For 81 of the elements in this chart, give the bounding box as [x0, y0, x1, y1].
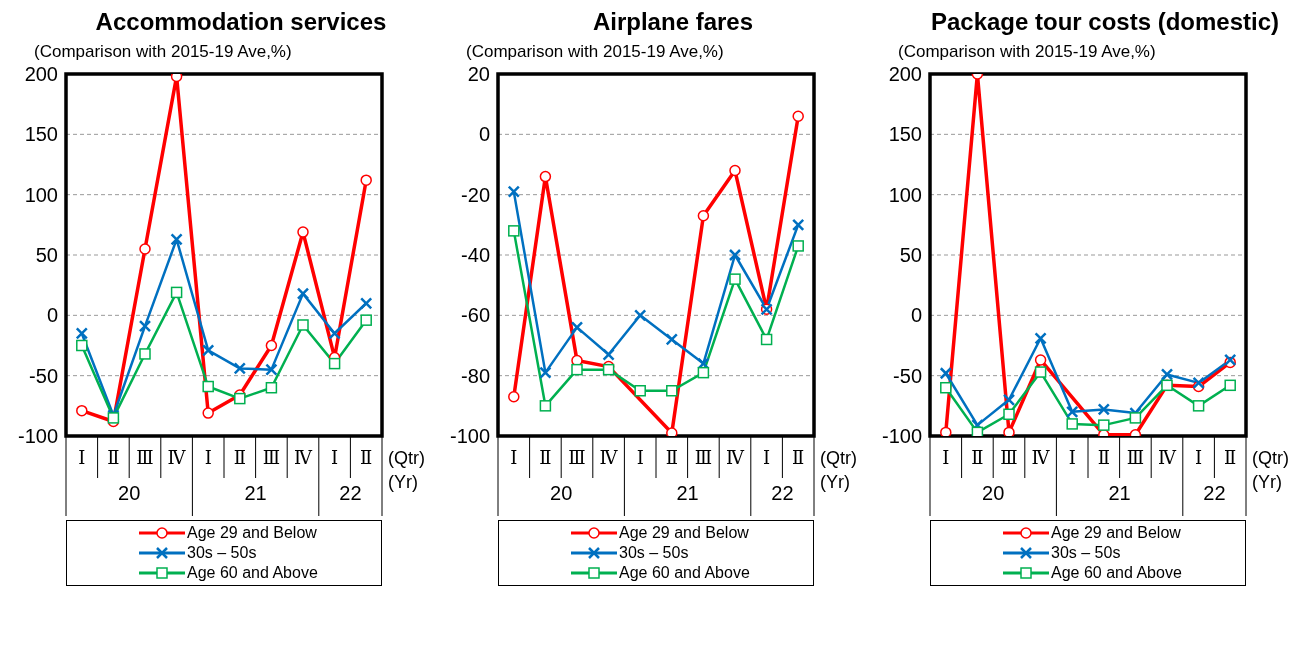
- x-tick-label: Ⅲ: [568, 447, 586, 468]
- y-tick-label: -100: [881, 425, 922, 448]
- y-tick-label: -50: [29, 364, 58, 387]
- text: (Yr): [388, 472, 418, 492]
- chart-subtitle: (Comparison with 2015-19 Ave,%): [34, 42, 292, 61]
- x-tick-label: Ⅰ: [78, 447, 86, 468]
- text: 20: [118, 482, 141, 504]
- y-tick-label: -60: [461, 304, 490, 327]
- x-tick-label: Ⅰ: [510, 447, 518, 468]
- x-tick-label: Ⅰ: [1068, 447, 1076, 468]
- legend-label: Age 60 and Above: [619, 564, 750, 582]
- text: 21: [1108, 482, 1131, 504]
- x-tick-label: Ⅱ: [360, 447, 373, 468]
- x-axis-title: (Qtr): [1252, 448, 1289, 468]
- y-tick-label: 50: [899, 244, 922, 267]
- y-tick-label: -50: [893, 364, 922, 387]
- legend-label: 30s – 50s: [619, 544, 689, 562]
- x-tick-label: Ⅲ: [694, 447, 713, 468]
- text: 20: [550, 482, 573, 504]
- x-tick-label: Ⅱ: [1097, 447, 1110, 468]
- x-tick-label: Ⅳ: [726, 447, 746, 468]
- x-tick-label: Ⅲ: [136, 447, 154, 468]
- legend-label: Age 60 and Above: [1051, 564, 1182, 582]
- x-axis-title: (Qtr): [820, 448, 857, 468]
- chart-title: Airplane fares: [591, 8, 755, 37]
- y-tick-label: -100: [17, 425, 58, 448]
- y-tick-label: -20: [461, 183, 490, 206]
- text: (Yr): [820, 472, 850, 492]
- y-tick-label: -100: [449, 425, 490, 448]
- x-tick-label: Ⅲ: [262, 447, 281, 468]
- x-tick-label: Ⅳ: [1031, 447, 1051, 468]
- text: 22: [1203, 482, 1226, 504]
- x-tick-label: Ⅳ: [1158, 447, 1178, 468]
- y-tick-label: 200: [888, 63, 922, 86]
- x-axis-title: (Qtr): [388, 448, 425, 468]
- text: 22: [339, 482, 362, 504]
- chart-title: Accommodation services: [94, 8, 388, 37]
- text: 20: [982, 482, 1005, 504]
- y-tick-label: 200: [24, 63, 58, 86]
- text: (Yr): [1252, 472, 1282, 492]
- legend-label: 30s – 50s: [187, 544, 257, 562]
- chart-title: Package tour costs (domestic): [929, 8, 1281, 37]
- y-tick-label: 0: [478, 123, 490, 146]
- y-tick-label: 0: [46, 304, 58, 327]
- y-tick-label: 20: [467, 63, 490, 86]
- y-tick-label: -40: [461, 244, 490, 267]
- y-tick-label: -80: [461, 364, 490, 387]
- y-tick-label: 150: [24, 123, 58, 146]
- chart-subtitle: (Comparison with 2015-19 Ave,%): [898, 42, 1156, 61]
- x-tick-label: Ⅱ: [792, 447, 805, 468]
- legend-label: Age 29 and Below: [187, 524, 317, 542]
- text: 21: [676, 482, 699, 504]
- x-tick-label: Ⅰ: [763, 447, 771, 468]
- y-tick-label: 0: [910, 304, 922, 327]
- text: 21: [244, 482, 267, 504]
- x-tick-label: Ⅰ: [204, 447, 212, 468]
- legend-label: 30s – 50s: [1051, 544, 1121, 562]
- y-tick-label: 50: [35, 244, 58, 267]
- x-tick-label: Ⅲ: [1126, 447, 1145, 468]
- x-tick-label: Ⅰ: [331, 447, 339, 468]
- legend-label: Age 60 and Above: [187, 564, 318, 582]
- x-tick-label: Ⅳ: [599, 447, 619, 468]
- x-tick-label: Ⅳ: [294, 447, 314, 468]
- text: 22: [771, 482, 794, 504]
- y-tick-label: 150: [888, 123, 922, 146]
- x-tick-label: Ⅱ: [539, 447, 552, 468]
- x-tick-label: Ⅱ: [1224, 447, 1237, 468]
- x-tick-label: Ⅲ: [1000, 447, 1018, 468]
- x-tick-label: Ⅱ: [971, 447, 984, 468]
- x-tick-label: Ⅰ: [942, 447, 950, 468]
- legend-label: Age 29 and Below: [1051, 524, 1181, 542]
- x-tick-label: Ⅳ: [167, 447, 187, 468]
- chart-subtitle: (Comparison with 2015-19 Ave,%): [466, 42, 724, 61]
- x-tick-label: Ⅰ: [636, 447, 644, 468]
- x-tick-label: Ⅱ: [233, 447, 246, 468]
- legend-label: Age 29 and Below: [619, 524, 749, 542]
- y-tick-label: 100: [24, 183, 58, 206]
- x-tick-label: Ⅱ: [665, 447, 678, 468]
- x-tick-label: Ⅰ: [1195, 447, 1203, 468]
- x-tick-label: Ⅱ: [107, 447, 120, 468]
- y-tick-label: 100: [888, 183, 922, 206]
